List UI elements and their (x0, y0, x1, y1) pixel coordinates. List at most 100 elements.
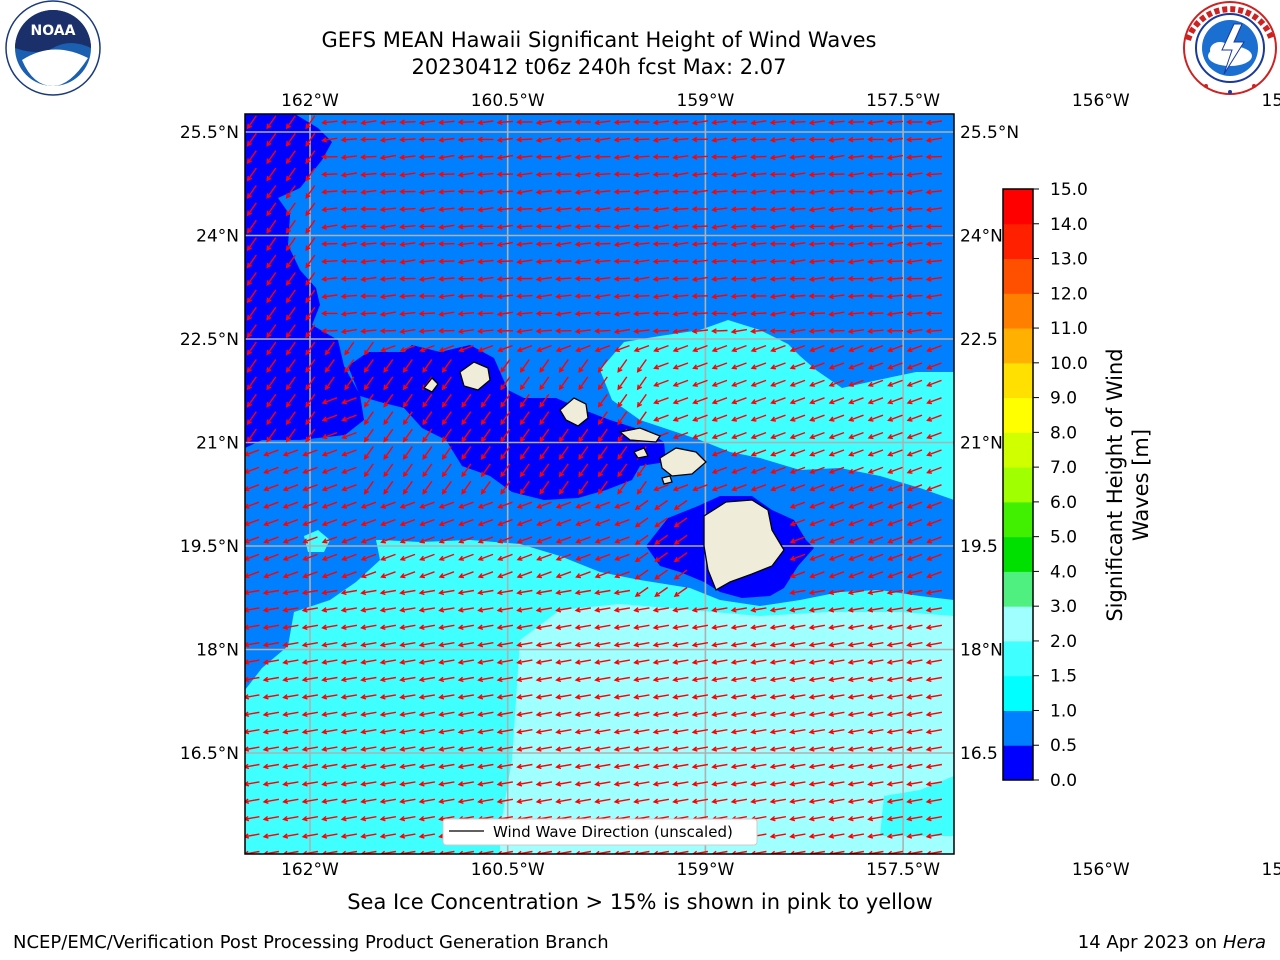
wave-direction-arrow (653, 362, 669, 370)
wave-direction-arrow (692, 379, 708, 387)
wave-direction-arrow (321, 694, 338, 700)
wave-direction-arrow (285, 132, 296, 147)
wave-direction-arrow (555, 189, 572, 195)
wave-direction-arrow (614, 344, 630, 353)
wave-direction-arrow (906, 711, 923, 717)
wave-direction-arrow (575, 344, 591, 353)
wave-direction-arrow (457, 136, 475, 143)
wave-direction-arrow (555, 763, 572, 770)
wave-direction-arrow (808, 746, 826, 752)
lat-tick-left: 24°N (196, 227, 239, 247)
wave-direction-arrow (789, 798, 806, 804)
wave-direction-arrow (594, 781, 611, 787)
wave-direction-arrow (438, 711, 455, 717)
wave-direction-arrow (633, 746, 650, 752)
wave-direction-arrow (402, 428, 413, 443)
wave-direction-arrow (379, 781, 397, 787)
wave-direction-arrow (457, 188, 474, 195)
wave-direction-arrow (652, 154, 670, 160)
wave-direction-arrow (730, 258, 747, 265)
wave-direction-arrow (789, 501, 806, 509)
wave-direction-arrow (847, 676, 865, 683)
wave-direction-arrow (867, 571, 884, 579)
wave-direction-arrow (516, 728, 533, 735)
wave-direction-arrow (555, 694, 572, 700)
wave-direction-arrow (285, 324, 296, 339)
wave-direction-arrow (301, 624, 319, 630)
wave-direction-arrow (516, 781, 533, 787)
wave-direction-arrow (711, 431, 728, 440)
wave-direction-arrow (536, 344, 552, 353)
wave-direction-arrow (399, 328, 416, 335)
wave-direction-arrow (730, 676, 748, 683)
wave-direction-arrow (340, 798, 358, 804)
wave-direction-arrow (886, 676, 904, 683)
wave-direction-arrow (496, 676, 514, 683)
wave-direction-arrow (867, 276, 884, 282)
colorbar-border (1002, 188, 1034, 781)
wave-direction-arrow (340, 258, 357, 265)
wave-direction-arrow (321, 501, 338, 509)
wave-direction-arrow (302, 518, 318, 527)
wave-direction-arrow (418, 676, 436, 683)
wave-direction-arrow (399, 154, 416, 160)
wave-direction-arrow (438, 815, 455, 822)
wave-direction-arrow (578, 480, 589, 495)
wave-direction-arrow (808, 154, 826, 160)
wave-direction-arrow (399, 815, 416, 822)
wave-direction-arrow (750, 328, 767, 334)
wave-direction-arrow (399, 224, 416, 230)
wave-direction-arrow (847, 311, 865, 317)
wave-direction-arrow (360, 815, 377, 822)
wave-direction-arrow (730, 746, 748, 752)
island-hawaii (703, 499, 785, 591)
wave-direction-arrow (730, 781, 748, 787)
wave-direction-arrow (516, 311, 533, 317)
wave-direction-arrow (594, 536, 611, 544)
wave-direction-arrow (926, 501, 942, 509)
wave-direction-arrow (418, 781, 436, 787)
wave-direction-arrow (594, 119, 611, 126)
wave-direction-arrow (516, 189, 533, 195)
wave-direction-arrow (555, 241, 572, 248)
wave-direction-arrow (360, 171, 377, 178)
wave-direction-arrow (496, 781, 514, 787)
wave-direction-arrow (438, 137, 455, 143)
wave-direction-arrow (769, 798, 787, 804)
wave-direction-arrow (245, 466, 260, 474)
wave-direction-arrow (305, 324, 316, 339)
wave-direction-arrow (418, 189, 435, 195)
wave-direction-arrow (360, 223, 377, 230)
wave-direction-arrow (672, 624, 689, 630)
wave-direction-arrow (578, 446, 589, 460)
wave-direction-arrow (262, 624, 280, 630)
wave-direction-arrow (692, 414, 708, 422)
wave-direction-arrow (301, 798, 319, 804)
wave-direction-arrow (769, 728, 787, 735)
wave-direction-arrow (691, 258, 708, 265)
wave-direction-arrow (399, 798, 416, 804)
wave-direction-arrow (848, 466, 864, 474)
wave-direction-arrow (379, 694, 397, 700)
wave-direction-arrow (461, 480, 472, 495)
wave-direction-arrow (691, 310, 709, 317)
wave-direction-arrow (925, 624, 943, 630)
wave-direction-arrow (477, 189, 494, 195)
wave-direction-arrow (555, 728, 572, 735)
wave-direction-arrow (422, 393, 433, 408)
wave-direction-arrow (925, 241, 943, 247)
wave-direction-arrow (535, 694, 553, 700)
contour-mid-northeast (600, 320, 954, 500)
wave-direction-arrow (496, 311, 514, 317)
wave-direction-arrow (457, 589, 475, 596)
wave-direction-arrow (906, 501, 923, 509)
wave-direction-arrow (282, 536, 299, 544)
wave-direction-arrow (848, 362, 864, 370)
wave-direction-arrow (438, 293, 455, 300)
island-lanai (633, 447, 649, 459)
wave-direction-arrow (673, 517, 688, 528)
wave-direction-arrow (926, 344, 942, 353)
wave-direction-arrow (633, 206, 650, 212)
wave-direction-arrow (457, 172, 475, 178)
wave-direction-arrow (711, 484, 728, 492)
